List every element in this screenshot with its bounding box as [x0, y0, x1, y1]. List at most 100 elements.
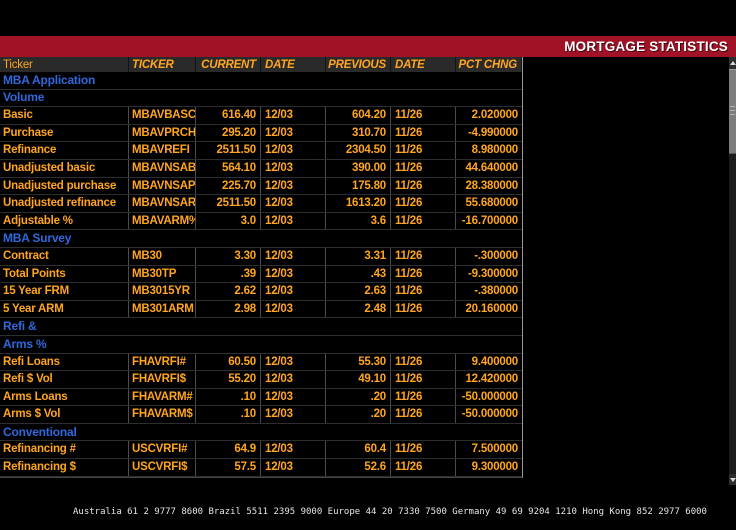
scrollbar-thumb[interactable] [729, 69, 736, 154]
cell-label: Unadjusted basic [0, 160, 129, 177]
table-row[interactable]: Refinancing #USCVRFI#64.912/0360.411/267… [0, 441, 522, 459]
cell-previous: 3.31 [326, 248, 391, 265]
cell-current-date: 12/03 [261, 178, 326, 195]
cell-ticker: FHAVRFI# [129, 354, 196, 371]
column-header-ticker: TICKER [129, 57, 196, 72]
table-row[interactable]: Refinancing $USCVRFI$57.512/0352.611/269… [0, 459, 522, 477]
cell-current: 55.20 [196, 371, 261, 388]
cell-ticker: MBAVPRCH [129, 125, 196, 142]
cell-current-date: 12/03 [261, 301, 326, 318]
cell-label: Adjustable % [0, 213, 129, 230]
cell-previous: 49.10 [326, 371, 391, 388]
table-row[interactable]: Arms LoansFHAVARM#.1012/03.2011/26-50.00… [0, 389, 522, 407]
cell-current: 2511.50 [196, 195, 261, 212]
cell-current: 2.98 [196, 301, 261, 318]
cell-previous-date: 11/26 [391, 213, 456, 230]
scroll-down-arrow-icon [730, 478, 736, 482]
table-row[interactable]: Refi $ VolFHAVRFI$55.2012/0349.1011/2612… [0, 371, 522, 389]
cell-label: Refinancing $ [0, 459, 129, 476]
cell-previous: 2.48 [326, 301, 391, 318]
cell-previous: .20 [326, 389, 391, 406]
table-row[interactable]: PurchaseMBAVPRCH295.2012/03310.7011/26-4… [0, 125, 522, 143]
cell-pct-chng: 9.400000 [456, 354, 522, 371]
table-row[interactable]: ContractMB303.3012/033.3111/26-.300000 [0, 248, 522, 266]
section-row[interactable]: Arms % [0, 336, 522, 354]
section-row[interactable]: Conventional [0, 424, 522, 442]
cell-current: 57.5 [196, 459, 261, 476]
cell-current-date: 12/03 [261, 142, 326, 159]
cell-current: 225.70 [196, 178, 261, 195]
table-row[interactable]: Unadjusted basicMBAVNSAB564.1012/03390.0… [0, 160, 522, 178]
cell-label: 15 Year FRM [0, 283, 129, 300]
column-header-previous: PREVIOUS [326, 57, 391, 72]
cell-pct-chng: -.380000 [456, 283, 522, 300]
section-label: MBA Application [0, 72, 95, 89]
cell-pct-chng: -9.300000 [456, 266, 522, 283]
cell-label: Arms $ Vol [0, 406, 129, 423]
cell-current: 564.10 [196, 160, 261, 177]
section-label: Volume [0, 89, 44, 106]
cell-ticker: MBAVNSAR [129, 195, 196, 212]
cell-previous-date: 11/26 [391, 406, 456, 423]
cell-ticker: MBAVBASC [129, 107, 196, 124]
section-row[interactable]: MBA Application [0, 72, 522, 90]
cell-pct-chng: 2.020000 [456, 107, 522, 124]
table-row[interactable]: Unadjusted refinanceMBAVNSAR2511.5012/03… [0, 195, 522, 213]
cell-previous-date: 11/26 [391, 459, 456, 476]
table-row[interactable]: RefinanceMBAVREFI2511.5012/032304.5011/2… [0, 142, 522, 160]
cell-current: 2511.50 [196, 142, 261, 159]
cell-pct-chng: 8.980000 [456, 142, 522, 159]
cell-label: Unadjusted refinance [0, 195, 129, 212]
scroll-up-button[interactable] [729, 57, 736, 69]
mortgage-statistics-panel: Ticker TICKER CURRENT DATE PREVIOUS DATE… [0, 57, 523, 478]
cell-ticker: MBAVARM% [129, 213, 196, 230]
cell-current-date: 12/03 [261, 371, 326, 388]
cell-ticker: USCVRFI# [129, 441, 196, 458]
cell-previous: 3.6 [326, 213, 391, 230]
table-row[interactable]: Unadjusted purchaseMBAVNSAP225.7012/0317… [0, 178, 522, 196]
cell-previous-date: 11/26 [391, 389, 456, 406]
cell-previous: 310.70 [326, 125, 391, 142]
terminal-footer: Australia 61 2 9777 8600 Brazil 5511 239… [0, 487, 736, 530]
cell-label: Contract [0, 248, 129, 265]
cell-current-date: 12/03 [261, 441, 326, 458]
section-row[interactable]: Refi & [0, 318, 522, 336]
table-row[interactable]: Total PointsMB30TP.3912/03.4311/26-9.300… [0, 266, 522, 284]
cell-current: 295.20 [196, 125, 261, 142]
cell-previous: 175.80 [326, 178, 391, 195]
cell-current-date: 12/03 [261, 354, 326, 371]
cell-previous-date: 11/26 [391, 125, 456, 142]
cell-previous-date: 11/26 [391, 142, 456, 159]
cell-label: Purchase [0, 125, 129, 142]
cell-previous-date: 11/26 [391, 283, 456, 300]
table-row[interactable]: 5 Year ARMMB301ARM2.9812/032.4811/2620.1… [0, 301, 522, 319]
cell-label: Refinancing # [0, 441, 129, 458]
cell-previous-date: 11/26 [391, 178, 456, 195]
page-title: MORTGAGE STATISTICS [564, 39, 736, 54]
cell-previous: .20 [326, 406, 391, 423]
footer-contact-line-1: Australia 61 2 9777 8600 Brazil 5511 239… [0, 507, 736, 517]
cell-pct-chng: 9.300000 [456, 459, 522, 476]
cell-pct-chng: 55.680000 [456, 195, 522, 212]
cell-previous-date: 11/26 [391, 301, 456, 318]
cell-label: Basic [0, 107, 129, 124]
cell-current-date: 12/03 [261, 389, 326, 406]
section-row[interactable]: Volume [0, 90, 522, 108]
cell-ticker: FHAVARM$ [129, 406, 196, 423]
cell-label: Unadjusted purchase [0, 178, 129, 195]
section-row[interactable]: MBA Survey [0, 230, 522, 248]
scroll-down-button[interactable] [729, 474, 736, 485]
cell-current: 616.40 [196, 107, 261, 124]
cell-current: 2.62 [196, 283, 261, 300]
cell-previous: 390.00 [326, 160, 391, 177]
cell-current: .10 [196, 406, 261, 423]
table-row[interactable]: 15 Year FRMMB3015YR2.6212/032.6311/26-.3… [0, 283, 522, 301]
table-row[interactable]: Arms $ VolFHAVARM$.1012/03.2011/26-50.00… [0, 406, 522, 424]
table-row[interactable]: Adjustable %MBAVARM%3.012/033.611/26-16.… [0, 213, 522, 231]
table-row[interactable]: BasicMBAVBASC616.4012/03604.2011/262.020… [0, 107, 522, 125]
table-row[interactable]: Refi LoansFHAVRFI#60.5012/0355.3011/269.… [0, 354, 522, 372]
cell-previous-date: 11/26 [391, 195, 456, 212]
cell-ticker: MBAVNSAB [129, 160, 196, 177]
column-header-current: CURRENT [196, 57, 261, 72]
cell-current: .10 [196, 389, 261, 406]
